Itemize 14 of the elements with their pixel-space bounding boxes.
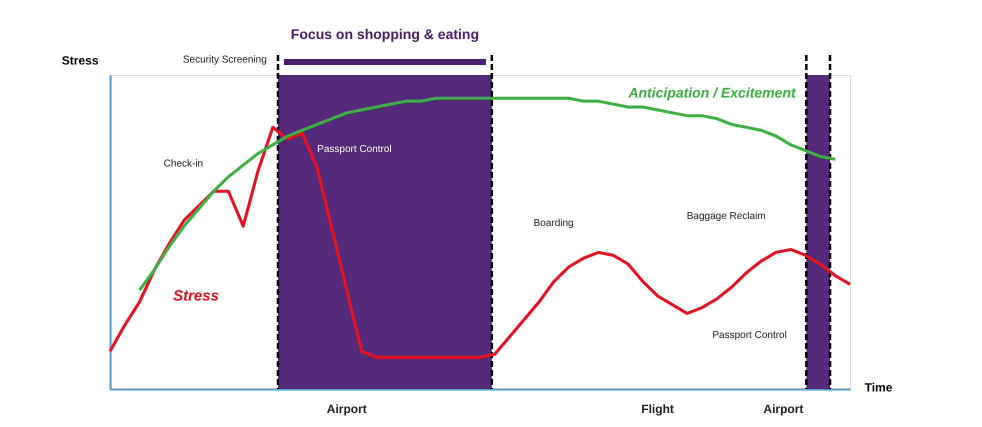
x-axis-title: Time <box>864 380 893 394</box>
annotation: Check-in <box>164 158 204 170</box>
text: Airport <box>763 402 804 416</box>
series-label: Stress <box>173 287 219 304</box>
text: Flight <box>641 402 674 416</box>
annotation: Passport Control <box>712 330 787 342</box>
annotation: Passport Control <box>317 144 392 156</box>
annotation: Baggage Reclaim <box>686 211 766 222</box>
y-axis-title: Stress <box>62 54 99 68</box>
annotation: Boarding <box>534 218 574 230</box>
text: Security Screening <box>182 54 267 66</box>
series-label: Anticipation / Excitement <box>627 84 797 101</box>
text: Airport <box>326 402 367 416</box>
text: Focus on shopping & eating <box>290 26 480 42</box>
